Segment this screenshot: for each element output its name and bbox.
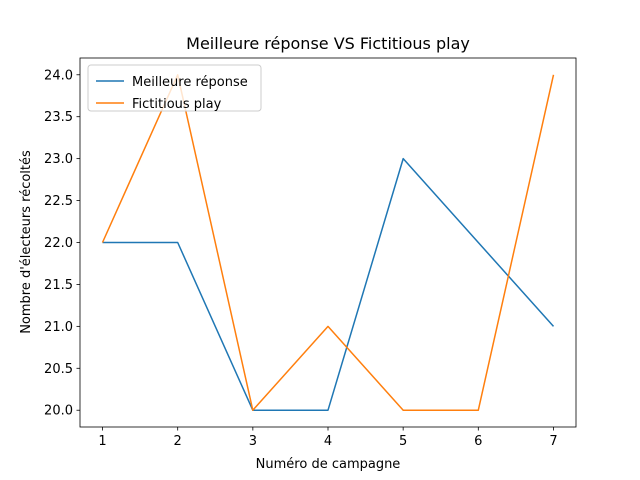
- y-tick-label: 22.5: [44, 194, 73, 209]
- y-tick-label: 20.5: [44, 362, 73, 377]
- x-tick-label: 7: [549, 434, 557, 449]
- y-tick-label: 24.0: [44, 68, 73, 83]
- legend-label-1: Meilleure réponse: [132, 75, 248, 90]
- y-tick-label: 23.0: [44, 152, 73, 167]
- legend-label-2: Fictitious play: [132, 97, 222, 112]
- x-axis-label: Numéro de campagne: [256, 457, 401, 472]
- x-tick-label: 6: [474, 434, 482, 449]
- y-tick-label: 23.5: [44, 110, 73, 125]
- x-tick-label: 4: [324, 434, 332, 449]
- plot-area: 1 2 3 4 5 6 7 20.0 20.5 21.0 21.5 22.0 22.5 23.0 23.5 2…: [44, 57, 577, 449]
- legend-box: [87, 64, 262, 112]
- x-tick-label: 5: [399, 434, 407, 449]
- y-tick-label: 21.0: [44, 320, 73, 335]
- y-tick-label: 20.0: [44, 404, 73, 419]
- chart-title: Meilleure réponse VS Fictitious play: [186, 34, 470, 53]
- y-axis-label: Nombre d'électeurs récoltés: [19, 150, 34, 334]
- x-tick-label: 1: [98, 434, 106, 449]
- series-line-1: [102, 157, 555, 411]
- x-tick-label: 3: [249, 434, 257, 449]
- y-tick-label: 22.0: [44, 236, 73, 251]
- y-tick-label: 21.5: [44, 278, 73, 293]
- x-tick-label: 2: [174, 434, 182, 449]
